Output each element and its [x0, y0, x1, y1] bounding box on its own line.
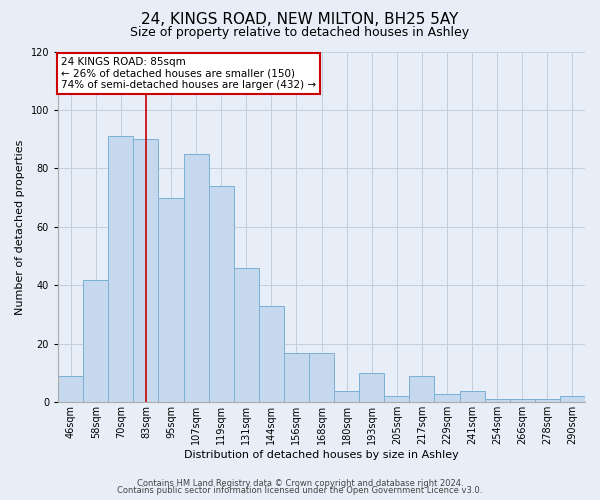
- Bar: [133, 139, 158, 402]
- Bar: [334, 390, 359, 402]
- Bar: [560, 396, 585, 402]
- Bar: [384, 396, 409, 402]
- Text: Contains public sector information licensed under the Open Government Licence v3: Contains public sector information licen…: [118, 486, 482, 495]
- Bar: [83, 280, 108, 402]
- Bar: [434, 394, 460, 402]
- Bar: [359, 373, 384, 402]
- Bar: [108, 136, 133, 402]
- Bar: [209, 186, 234, 402]
- Bar: [234, 268, 259, 402]
- Bar: [259, 306, 284, 402]
- Bar: [184, 154, 209, 402]
- Text: 24 KINGS ROAD: 85sqm
← 26% of detached houses are smaller (150)
74% of semi-deta: 24 KINGS ROAD: 85sqm ← 26% of detached h…: [61, 57, 316, 90]
- Bar: [409, 376, 434, 402]
- Y-axis label: Number of detached properties: Number of detached properties: [15, 139, 25, 314]
- Bar: [460, 390, 485, 402]
- Bar: [485, 400, 510, 402]
- X-axis label: Distribution of detached houses by size in Ashley: Distribution of detached houses by size …: [184, 450, 459, 460]
- Bar: [58, 376, 83, 402]
- Text: Contains HM Land Registry data © Crown copyright and database right 2024.: Contains HM Land Registry data © Crown c…: [137, 478, 463, 488]
- Bar: [510, 400, 535, 402]
- Bar: [535, 400, 560, 402]
- Text: 24, KINGS ROAD, NEW MILTON, BH25 5AY: 24, KINGS ROAD, NEW MILTON, BH25 5AY: [142, 12, 458, 28]
- Bar: [158, 198, 184, 402]
- Bar: [309, 352, 334, 403]
- Text: Size of property relative to detached houses in Ashley: Size of property relative to detached ho…: [130, 26, 470, 39]
- Bar: [284, 352, 309, 403]
